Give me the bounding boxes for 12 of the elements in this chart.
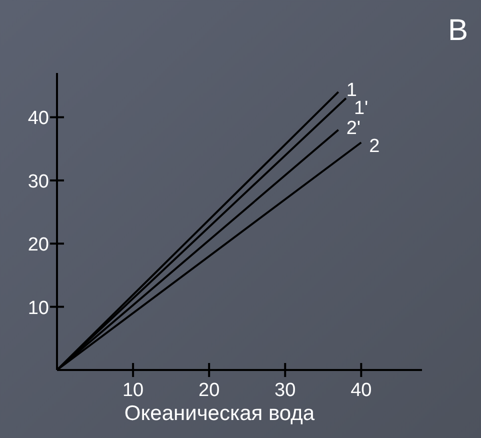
y-tick-label: 10 bbox=[28, 298, 49, 319]
x-tick-label: 30 bbox=[274, 380, 296, 401]
x-tick-label: 10 bbox=[122, 380, 144, 401]
x-tick-label: 40 bbox=[350, 380, 372, 401]
series-label: 2 bbox=[369, 136, 380, 157]
y-tick-label: 20 bbox=[28, 234, 49, 256]
x-tick-label: 20 bbox=[198, 380, 220, 401]
y-tick-label: 40 bbox=[28, 108, 49, 130]
x-axis-title: Океаническая вода bbox=[124, 402, 315, 425]
chart-title: В bbox=[448, 14, 468, 47]
series-label: 2' bbox=[346, 118, 361, 139]
y-tick-label: 30 bbox=[28, 171, 49, 192]
